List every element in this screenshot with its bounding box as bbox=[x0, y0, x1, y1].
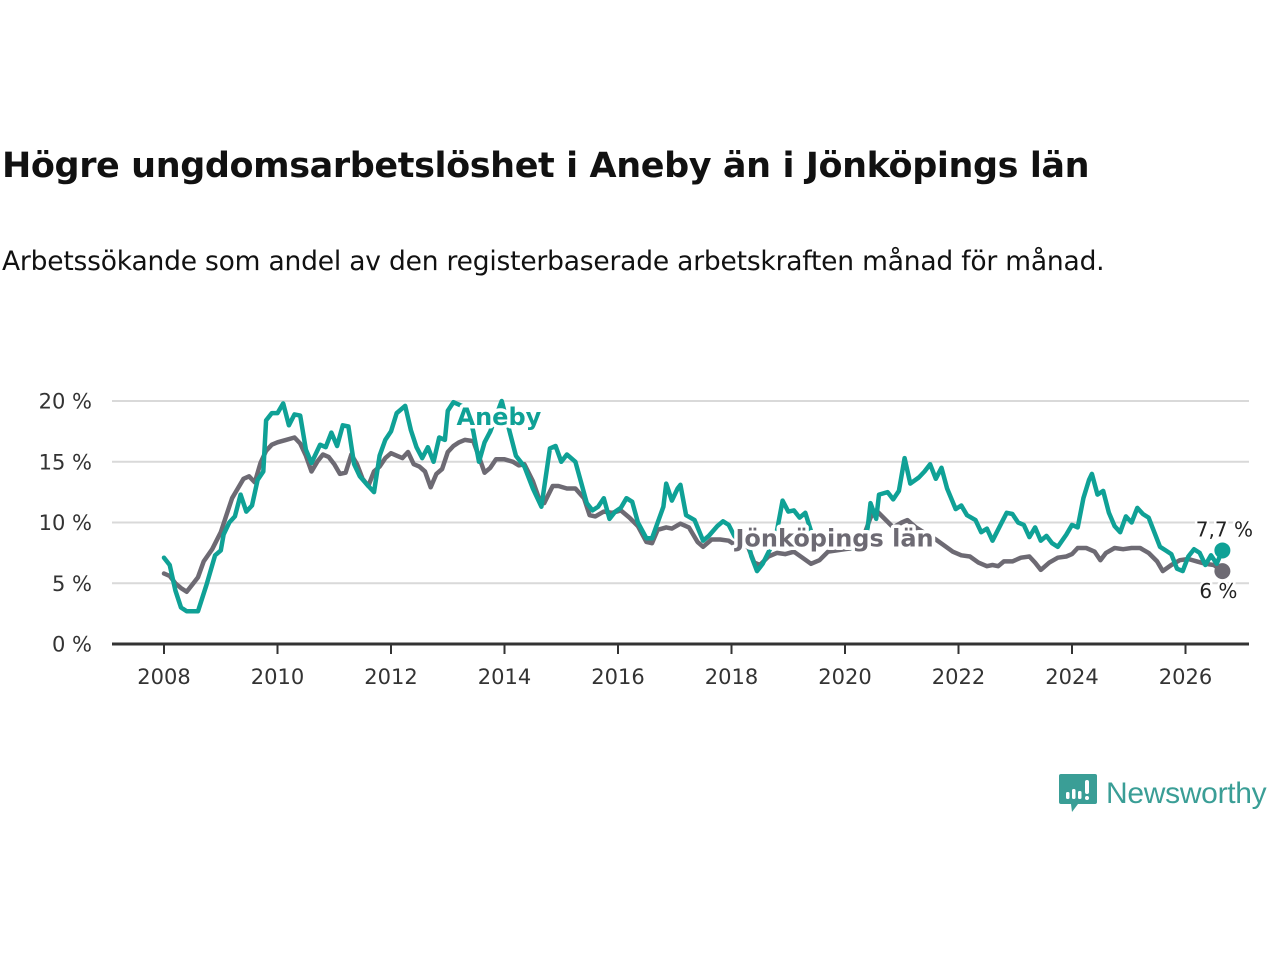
x-tick-label: 2026 bbox=[1159, 665, 1212, 689]
x-tick-label: 2010 bbox=[251, 665, 304, 689]
x-tick-label: 2022 bbox=[932, 665, 985, 689]
series-line-jönköpings-län bbox=[161, 435, 1225, 595]
logo-text: Newsworthy bbox=[1106, 777, 1267, 810]
gridlines bbox=[112, 400, 1249, 585]
series-labels: Aneby Jönköpings län 7,7 % 6 % bbox=[453, 399, 1255, 605]
y-tick-label: 5 % bbox=[52, 572, 92, 596]
end-point-marker bbox=[1214, 542, 1231, 559]
x-axis: 2008 2010 2012 2014 2016 2018 2020 2022 2024 2026 bbox=[112, 642, 1249, 689]
newsworthy-logo[interactable]: Newsworthy bbox=[1058, 772, 1267, 816]
end-point-marker bbox=[1214, 563, 1231, 580]
y-tick-label: 20 % bbox=[39, 390, 92, 414]
series-line-aneby bbox=[161, 398, 1225, 614]
y-tick-label: 15 % bbox=[39, 450, 92, 474]
y-tick-label: 10 % bbox=[39, 511, 92, 535]
bar-chart-speech-bubble-icon bbox=[1059, 774, 1097, 812]
x-tick-label: 2020 bbox=[818, 665, 871, 689]
x-tick-label: 2008 bbox=[137, 665, 190, 689]
y-axis-ticks: 0 % 5 % 10 % 15 % 20 % bbox=[39, 390, 92, 657]
series-label-aneby: Aneby bbox=[457, 403, 542, 431]
chart-title: Högre ungdomsarbetslöshet i Aneby än i J… bbox=[2, 146, 1090, 186]
end-value-label-jonkopings-lan: 6 % bbox=[1199, 579, 1237, 603]
x-tick-label: 2016 bbox=[591, 665, 644, 689]
end-value-label-aneby: 7,7 % bbox=[1196, 517, 1253, 541]
x-tick-label: 2014 bbox=[478, 665, 531, 689]
y-tick-label: 0 % bbox=[52, 633, 92, 657]
series-label-jonkopings-lan: Jönköpings län bbox=[734, 524, 934, 552]
x-tick-label: 2012 bbox=[364, 665, 417, 689]
series-lines bbox=[161, 398, 1231, 614]
x-tick-label: 2018 bbox=[705, 665, 758, 689]
chart-subtitle: Arbetssökande som andel av den registerb… bbox=[2, 246, 1105, 277]
x-tick-label: 2024 bbox=[1045, 665, 1098, 689]
